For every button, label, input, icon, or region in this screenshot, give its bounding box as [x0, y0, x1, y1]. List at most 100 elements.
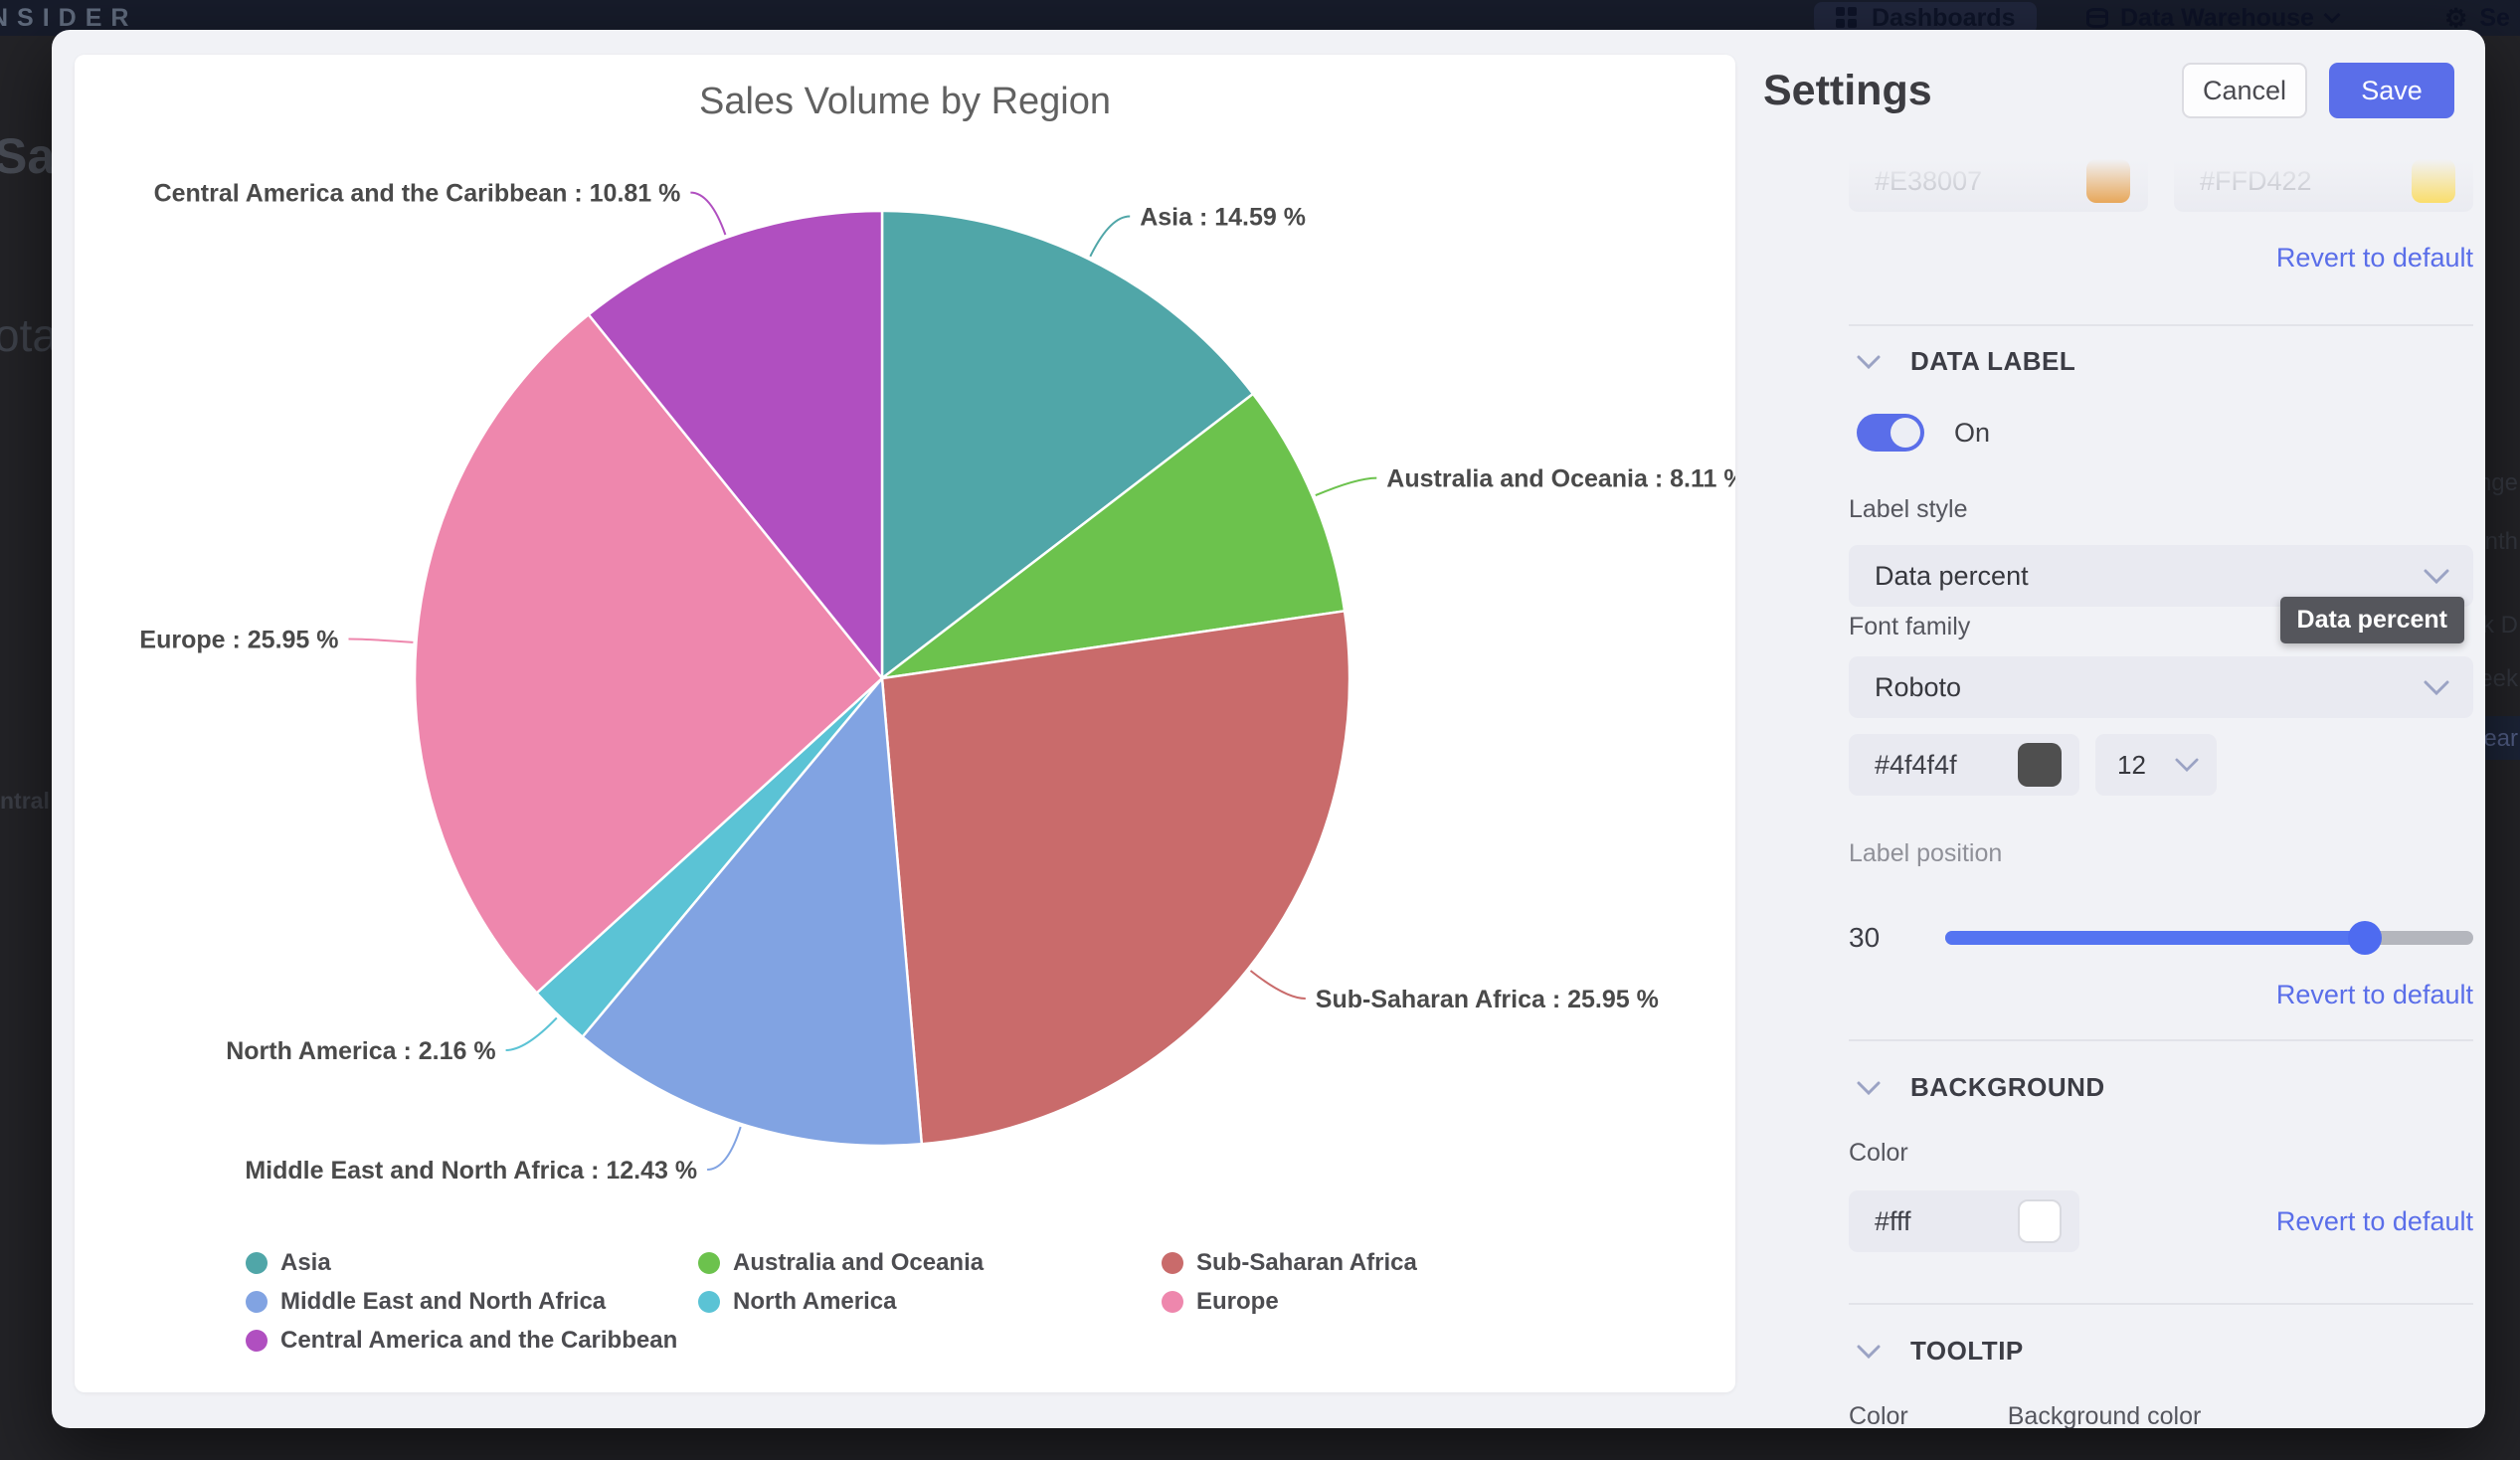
slice-leader-line: [1089, 215, 1131, 258]
slice-label: Sub-Saharan Africa : 25.95 %: [1316, 986, 1659, 1013]
slider-value: 30: [1849, 922, 1881, 953]
background-menu-fragment: nth: [2485, 528, 2518, 555]
slider-fill: [1945, 931, 2366, 945]
revert-to-default-link[interactable]: Revert to default: [2275, 243, 2473, 273]
chart-legend: Asia Australia and Oceania Sub-Saharan Afr…: [246, 1249, 1417, 1354]
data-label-section-header[interactable]: DATA LABEL: [1849, 346, 2473, 377]
tooltip-labels-row: Color Background color: [1849, 1402, 2473, 1428]
slice-leader-line: [707, 1126, 742, 1171]
chart-card: Sales Volume by Region Asia : 14.59 % Aus…: [75, 55, 1735, 1392]
background-menu-fragment: nge: [2485, 469, 2518, 496]
slice-leader-line: [690, 191, 727, 236]
chevron-down-icon: [2175, 758, 2199, 772]
font-color-swatch[interactable]: [2018, 743, 2062, 787]
legend-dot: [698, 1291, 720, 1313]
chart-title: Sales Volume by Region: [698, 81, 1112, 122]
color-swatch[interactable]: [2086, 159, 2130, 203]
pie-slice-asia[interactable]: [880, 209, 1255, 680]
nav-dashboards-button[interactable]: Dashboards: [1814, 2, 2038, 34]
chevron-down-icon: [2323, 6, 2341, 24]
chevron-down-icon: [1857, 1081, 1881, 1095]
color-value: #E38007: [1875, 165, 1983, 196]
chart-settings-modal: Sales Volume by Region Asia : 14.59 % Aus…: [52, 30, 2485, 1428]
dropdown-value-tooltip: Data percent: [2279, 597, 2464, 643]
background-color-swatch[interactable]: [2018, 1199, 2062, 1243]
background-color-row: #fff Revert to default: [1849, 1190, 2473, 1252]
label-position-slider[interactable]: [1945, 921, 2473, 955]
slice-label: Middle East and North Africa : 12.43 %: [245, 1157, 697, 1185]
slice-label: Central America and the Caribbean : 10.8…: [154, 180, 681, 208]
slice-leader-line: [505, 1016, 558, 1051]
chevron-down-icon: [2424, 569, 2449, 584]
cancel-button[interactable]: Cancel: [2182, 63, 2307, 118]
section-divider: [1849, 1303, 2473, 1305]
background-section-header[interactable]: BACKGROUND: [1849, 1072, 2473, 1103]
pie-slice-europe[interactable]: [413, 313, 884, 995]
chevron-down-icon: [1857, 1345, 1881, 1359]
toggle-knob: [1890, 418, 1920, 448]
save-button[interactable]: Save: [2329, 63, 2454, 118]
scrolled-color-input[interactable]: #FFD422: [2174, 150, 2473, 212]
legend-item-australia-and-oceania[interactable]: Australia and Oceania: [698, 1249, 1162, 1276]
background-color-input[interactable]: #fff: [1849, 1190, 2079, 1252]
pie-slice-australia-and-oceania[interactable]: [880, 392, 1347, 680]
data-label-toggle-row: On: [1849, 414, 2473, 452]
legend-label: Australia and Oceania: [733, 1249, 985, 1276]
pie-slice-central-america-and-the-caribbean[interactable]: [587, 209, 884, 680]
scrolled-color-input[interactable]: #E38007: [1849, 150, 2148, 212]
font-family-dropdown[interactable]: Roboto: [1849, 656, 2473, 718]
legend-dot: [246, 1291, 268, 1313]
tooltip-section-header[interactable]: TOOLTIP: [1849, 1336, 2473, 1367]
font-family-label: Font family: [1849, 613, 1971, 640]
label-position-row: 30: [1849, 918, 2473, 958]
background-color-label: Color: [1849, 1139, 1908, 1167]
database-icon: [2086, 8, 2108, 28]
legend-dot: [246, 1252, 268, 1274]
tooltip-color-label: Color: [1849, 1402, 1908, 1428]
tooltip-background-color-label: Background color: [2007, 1402, 2202, 1428]
section-divider: [1849, 1039, 2473, 1041]
nav-settings-button[interactable]: ⚙ Se: [2444, 3, 2510, 33]
chevron-down-icon: [2424, 680, 2449, 695]
legend-label: Middle East and North Africa: [280, 1288, 607, 1315]
pie-chart: Asia : 14.59 % Australia and Oceania : 8.…: [139, 180, 1735, 1185]
settings-panel: Settings Cancel Save #E38007 #FFD422 Reve…: [1763, 30, 2473, 1428]
font-color-input[interactable]: #4f4f4f: [1849, 734, 2079, 796]
font-color-size-row: #4f4f4f 12: [1849, 734, 2473, 796]
slice-leader-line: [1249, 970, 1306, 1000]
settings-header: Settings Cancel Save: [1763, 60, 2454, 121]
slice-leader-line: [1315, 476, 1377, 497]
font-size-dropdown[interactable]: 12: [2095, 734, 2217, 796]
label-style-dropdown[interactable]: Data percent: [1849, 545, 2473, 607]
legend-item-middle-east-and-north-africa[interactable]: Middle East and North Africa: [246, 1288, 698, 1315]
color-swatch[interactable]: [2412, 159, 2455, 203]
gear-icon: ⚙: [2444, 3, 2468, 33]
slice-label: Asia : 14.59 %: [1140, 204, 1306, 232]
legend-item-sub-saharan-africa[interactable]: Sub-Saharan Africa: [1162, 1249, 1417, 1276]
label-style-label: Label style: [1849, 495, 1968, 523]
chevron-down-icon: [1857, 355, 1881, 369]
background-text-fragment: ota: [0, 309, 58, 361]
dashboards-grid-icon: [1836, 7, 1858, 29]
pie-slice-middle-east-and-north-africa[interactable]: [581, 676, 924, 1148]
background-text-fragment: ntral: [0, 788, 50, 814]
slice-label: North America : 2.16 %: [226, 1037, 495, 1065]
background-menu-fragment: eek: [2485, 665, 2518, 692]
legend-item-asia[interactable]: Asia: [246, 1249, 698, 1276]
legend-item-north-america[interactable]: North America: [698, 1288, 1162, 1315]
legend-label: Asia: [280, 1249, 331, 1276]
legend-item-europe[interactable]: Europe: [1162, 1288, 1417, 1315]
slider-thumb[interactable]: [2348, 921, 2383, 955]
nav-data-warehouse-button[interactable]: Data Warehouse: [2086, 2, 2341, 34]
revert-to-default-link[interactable]: Revert to default: [2275, 1205, 2473, 1236]
pie-slice-sub-saharan-africa[interactable]: [880, 610, 1351, 1146]
revert-to-default-link[interactable]: Revert to default: [2275, 980, 2473, 1009]
label-position-label: Label position: [1849, 839, 2003, 867]
data-label-toggle[interactable]: [1857, 414, 1924, 452]
background-menu-fragment: ear: [2485, 725, 2518, 752]
background-menu-strip: nge nth k D eek ear: [2485, 0, 2520, 1460]
background-menu-fragment: k D: [2485, 612, 2518, 639]
settings-scroll-area[interactable]: #E38007 #FFD422 Revert to default DATA LA…: [1849, 147, 2473, 1428]
legend-item-central-america-and-the-caribbean[interactable]: Central America and the Caribbean: [246, 1327, 698, 1354]
